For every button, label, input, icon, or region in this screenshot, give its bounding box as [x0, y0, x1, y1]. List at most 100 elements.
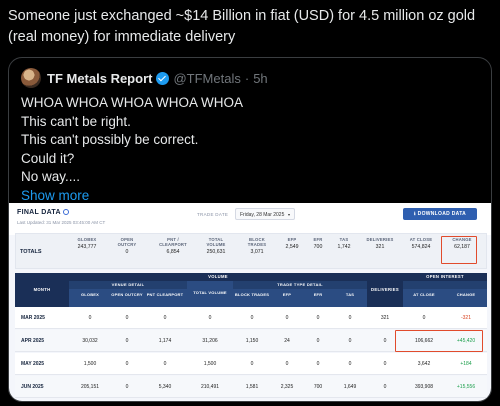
trade-type-header: TRADE TYPE DETAIL — [233, 281, 367, 289]
cell-efr: 0 — [316, 338, 320, 344]
cell-month: APR 2025 — [21, 338, 45, 344]
cell-total-volume: 0 — [208, 315, 212, 321]
deliveries-header: DELIVERIES — [367, 273, 403, 307]
post-text: Someone just exchanged ~$14 Billion in f… — [8, 8, 476, 45]
quoted-post[interactable]: TF Metals Report @TFMetals · 5h WHOA WHO… — [8, 57, 492, 402]
cell-total-volume: 1,500 — [203, 361, 217, 367]
totals-value: 574,824 — [411, 244, 431, 250]
open-interest-header: OPEN INTEREST — [403, 273, 487, 281]
final-data-title: FINAL DATA — [17, 209, 69, 216]
cell-open-outcry: 0 — [125, 315, 129, 321]
cell-month: JUN 2025 — [21, 384, 44, 390]
download-data-label: DOWNLOAD DATA — [417, 211, 467, 217]
col-block-trades: BLOCK TRADES — [233, 289, 271, 307]
chevron-down-icon: ▾ — [287, 212, 290, 217]
verified-badge-icon — [156, 71, 170, 85]
attached-screenshot[interactable]: FINAL DATA Last Updated: 31 Mar 2025 03:… — [9, 203, 491, 401]
cell-tas: 0 — [348, 361, 352, 367]
cell-efp: 0 — [285, 361, 289, 367]
cell-tas: 1,649 — [343, 384, 357, 390]
cell-total-volume: 31,206 — [202, 338, 218, 344]
totals-value: 321 — [375, 244, 385, 250]
quoted-post-header: TF Metals Report @TFMetals · 5h — [21, 68, 268, 88]
quoted-post-body: WHOA WHOA WHOA WHOA WHOA This can't be r… — [21, 94, 243, 205]
quote-line: This can't be right. — [21, 113, 131, 129]
table-row: JUN 2025 205,151 0 5,340 210,491 1,581 2,325 70… — [15, 376, 487, 398]
total-volume-header: TOTAL VOLUME — [187, 281, 233, 307]
cell-pnt-clearport: 0 — [163, 315, 167, 321]
cell-at-close: 106,662 — [414, 338, 434, 344]
totals-block-trades: BLOCK TRADES 3,071 — [242, 237, 272, 255]
apr-highlight-box — [395, 330, 483, 352]
totals-tas: TAS 1,742 — [332, 237, 356, 250]
venue-detail-header: VENUE DETAIL — [69, 281, 187, 289]
avatar[interactable] — [21, 68, 41, 88]
totals-value: 1,742 — [337, 244, 351, 250]
totals-header: OPEN OUTCRY — [117, 237, 137, 247]
cell-block-trades: 0 — [250, 361, 254, 367]
cell-efr: 0 — [316, 315, 320, 321]
cell-pnt-clearport: 1,174 — [158, 338, 172, 344]
totals-deliveries: DELIVERIES 321 — [362, 237, 398, 250]
table-row: MAR 2025 0 0 0 0 0 0 0 0 321 0 -321 — [15, 307, 487, 329]
cell-total-volume: 210,491 — [200, 384, 220, 390]
cell-open-outcry: 0 — [125, 361, 129, 367]
col-globex: GLOBEX — [69, 289, 111, 307]
author-handle[interactable]: @TFMetals — [173, 70, 241, 86]
cell-globex: 205,151 — [80, 384, 100, 390]
cell-open-outcry: 0 — [125, 384, 129, 390]
totals-value: 0 — [125, 249, 129, 255]
totals-header: GLOBEX — [77, 237, 97, 242]
totals-pnt: PNT / CLEARPORT 6,854 — [154, 237, 192, 255]
month-header: MONTH — [15, 273, 69, 307]
cell-efp: 24 — [284, 338, 290, 344]
totals-header: AT CLOSE — [409, 237, 433, 242]
col-open-outcry: OPEN OUTCRY — [111, 289, 143, 307]
cell-change: -321 — [460, 315, 471, 321]
totals-at-close: AT CLOSE 574,824 — [404, 237, 438, 250]
change-highlight-box — [441, 236, 477, 264]
table-row: APR 2025 30,032 0 1,174 31,206 1,150 24 0 0 0 106,… — [15, 330, 487, 352]
totals-value: 3,071 — [250, 249, 264, 255]
cell-tas: 0 — [348, 338, 352, 344]
cell-efr: 700 — [313, 384, 323, 390]
totals-value: 250,631 — [206, 249, 226, 255]
show-more-link[interactable]: Show more — [21, 187, 90, 203]
totals-header: CHANGE — [452, 237, 472, 242]
separator: · — [244, 70, 250, 86]
totals-change: CHANGE 62,187 — [444, 237, 480, 250]
cell-deliveries: 0 — [383, 361, 387, 367]
cell-globex: 30,032 — [82, 338, 98, 344]
cell-at-close: 393,908 — [414, 384, 434, 390]
cell-at-close: 0 — [422, 315, 426, 321]
totals-header: TOTAL VOLUME — [206, 237, 226, 247]
cell-tas: 0 — [348, 315, 352, 321]
cell-block-trades: 1,581 — [245, 384, 259, 390]
final-data-title-text: FINAL DATA — [17, 209, 61, 216]
last-updated: Last Updated: 31 Mar 2025 03:45:00 AM CT — [17, 220, 106, 225]
cell-efp: 0 — [285, 315, 289, 321]
cell-month: MAR 2025 — [21, 315, 45, 321]
cell-block-trades: 1,150 — [245, 338, 259, 344]
post-time[interactable]: 5h — [253, 70, 268, 86]
cell-deliveries: 321 — [380, 315, 390, 321]
totals-efr: EFR 700 — [308, 237, 328, 250]
download-icon: ⭳ — [413, 211, 418, 217]
totals-header: TAS — [339, 237, 349, 242]
totals-value: 243,777 — [77, 244, 97, 250]
totals-header: EFP — [287, 237, 297, 242]
trade-date-value: Friday, 28 Mar 2025 — [240, 212, 285, 218]
cell-at-close: 3,642 — [417, 361, 431, 367]
totals-open-outcry: OPEN OUTCRY 0 — [112, 237, 142, 255]
cell-change: +45,420 — [456, 338, 476, 344]
cell-globex: 1,500 — [83, 361, 97, 367]
author-name[interactable]: TF Metals Report — [47, 70, 153, 86]
quote-line: No way.... — [21, 169, 81, 184]
totals-total-volume: TOTAL VOLUME 250,631 — [200, 237, 232, 255]
col-efp: EFP — [271, 289, 303, 307]
trade-date-select: Friday, 28 Mar 2025 ▾ — [235, 208, 295, 220]
totals-value: 700 — [313, 244, 323, 250]
trade-date-label: TRADE DATE — [197, 212, 229, 217]
download-data-button: ⭳ DOWNLOAD DATA — [403, 208, 477, 220]
quote-line: Could it? — [21, 150, 75, 166]
